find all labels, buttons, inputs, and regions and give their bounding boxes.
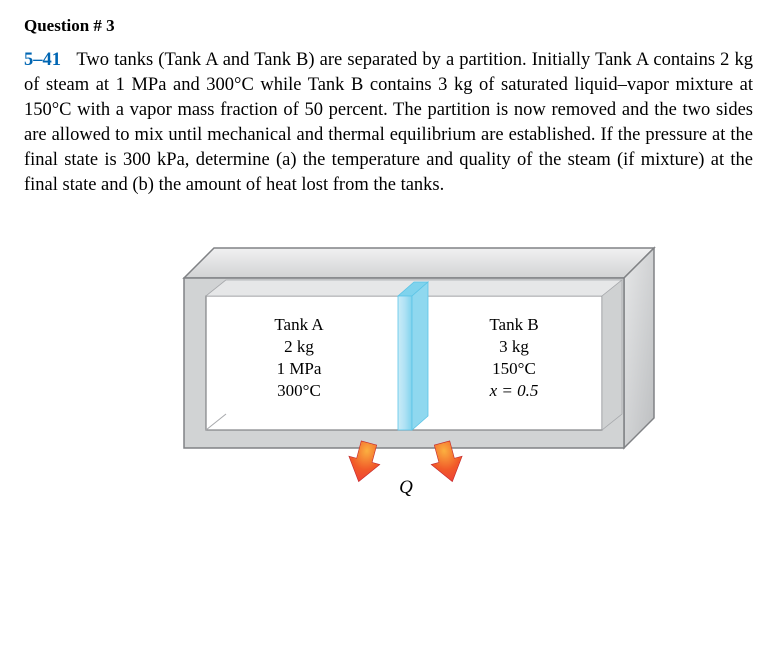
inner-right-bevel — [602, 280, 622, 430]
tank-b-line3: x = 0.5 — [488, 381, 538, 400]
question-header-text: Question # 3 — [24, 16, 115, 35]
box-top-face — [184, 248, 654, 278]
problem-number: 5–41 — [24, 50, 61, 70]
heat-label: Q — [399, 477, 413, 498]
tank-a-line3: 300°C — [277, 381, 321, 400]
tank-b-title: Tank B — [489, 315, 538, 334]
tank-a-line2: 1 MPa — [276, 359, 321, 378]
partition-side — [412, 282, 428, 430]
tank-b-line1: 3 kg — [499, 337, 529, 356]
box-right-face — [624, 248, 654, 448]
problem-text: 5–41 Two tanks (Tank A and Tank B) are s… — [24, 48, 753, 198]
problem-body: Two tanks (Tank A and Tank B) are separa… — [24, 50, 753, 195]
question-header: Question # 3 — [24, 16, 753, 36]
figure-container: Tank A 2 kg 1 MPa 300°C Tank B 3 kg 150°… — [24, 238, 753, 498]
tank-a-line1: 2 kg — [284, 337, 314, 356]
tanks-figure: Tank A 2 kg 1 MPa 300°C Tank B 3 kg 150°… — [144, 238, 664, 498]
tank-a-title: Tank A — [274, 315, 324, 334]
tank-b-line2: 150°C — [492, 359, 536, 378]
partition-front — [398, 296, 412, 430]
